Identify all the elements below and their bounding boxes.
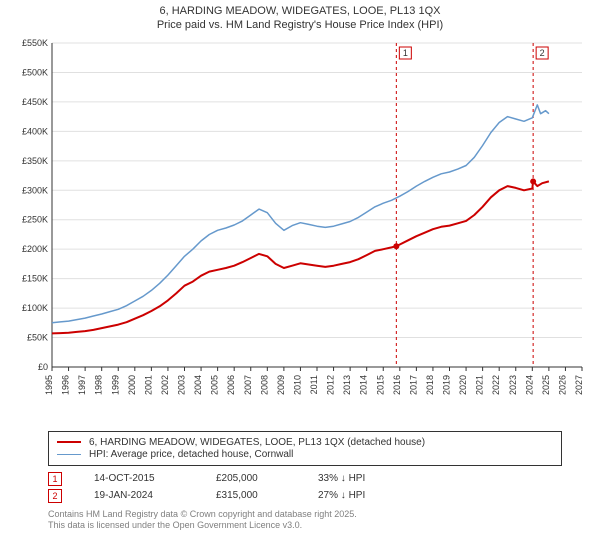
chart-svg: £0 £50K £100K £150K £200K £250K £300K £350K £400…	[8, 37, 592, 427]
svg-text:2025: 2025	[541, 375, 551, 395]
sale-row-1: 1 14-OCT-2015 £205,000 33% ↓ HPI	[48, 472, 562, 486]
svg-text:£100K: £100K	[22, 303, 48, 313]
svg-text:2026: 2026	[557, 375, 567, 395]
sale-price-1: £205,000	[216, 473, 286, 484]
svg-text:£50K: £50K	[27, 332, 48, 342]
sale-price-2: £315,000	[216, 490, 286, 501]
svg-text:2010: 2010	[292, 375, 302, 395]
svg-text:2004: 2004	[193, 375, 203, 395]
svg-text:2019: 2019	[442, 375, 452, 395]
legend-box: 6, HARDING MEADOW, WIDEGATES, LOOE, PL13…	[48, 431, 562, 466]
svg-text:2013: 2013	[342, 375, 352, 395]
chart-container: 6, HARDING MEADOW, WIDEGATES, LOOE, PL13…	[0, 0, 600, 560]
title-line-2: Price paid vs. HM Land Registry's House …	[8, 18, 592, 32]
sale-diff-2: 27% ↓ HPI	[318, 490, 408, 501]
svg-text:2000: 2000	[127, 375, 137, 395]
title-block: 6, HARDING MEADOW, WIDEGATES, LOOE, PL13…	[8, 4, 592, 33]
footer-line-2: This data is licensed under the Open Gov…	[48, 520, 562, 532]
svg-text:£300K: £300K	[22, 185, 48, 195]
svg-text:2027: 2027	[574, 375, 584, 395]
svg-text:2021: 2021	[475, 375, 485, 395]
legend-label-property: 6, HARDING MEADOW, WIDEGATES, LOOE, PL13…	[89, 437, 425, 448]
sales-table: 1 14-OCT-2015 £205,000 33% ↓ HPI 2 19-JA…	[48, 472, 562, 503]
sale-marker-1: 1	[48, 472, 62, 486]
svg-text:1999: 1999	[110, 375, 120, 395]
svg-text:2: 2	[540, 48, 545, 58]
svg-text:£150K: £150K	[22, 273, 48, 283]
svg-text:1: 1	[403, 48, 408, 58]
legend-row-property: 6, HARDING MEADOW, WIDEGATES, LOOE, PL13…	[57, 437, 553, 448]
sale-marker-2: 2	[48, 489, 62, 503]
svg-text:£0: £0	[38, 362, 48, 372]
svg-text:2022: 2022	[491, 375, 501, 395]
sale-date-2: 19-JAN-2024	[94, 490, 184, 501]
svg-text:2023: 2023	[508, 375, 518, 395]
svg-text:£350K: £350K	[22, 155, 48, 165]
footer: Contains HM Land Registry data © Crown c…	[48, 509, 562, 532]
sale-diff-1: 33% ↓ HPI	[318, 473, 408, 484]
legend-row-hpi: HPI: Average price, detached house, Corn…	[57, 449, 553, 460]
legend-label-hpi: HPI: Average price, detached house, Corn…	[89, 449, 293, 460]
chart-area: £0 £50K £100K £150K £200K £250K £300K £350K £400…	[8, 37, 592, 427]
svg-text:£450K: £450K	[22, 97, 48, 107]
svg-text:£200K: £200K	[22, 244, 48, 254]
svg-text:2015: 2015	[375, 375, 385, 395]
svg-text:£500K: £500K	[22, 67, 48, 77]
title-line-1: 6, HARDING MEADOW, WIDEGATES, LOOE, PL13…	[8, 4, 592, 18]
svg-text:£250K: £250K	[22, 214, 48, 224]
svg-text:2024: 2024	[524, 375, 534, 395]
svg-text:2002: 2002	[160, 375, 170, 395]
svg-text:2020: 2020	[458, 375, 468, 395]
svg-text:2011: 2011	[309, 375, 319, 394]
svg-text:2003: 2003	[177, 375, 187, 395]
svg-text:1995: 1995	[44, 375, 54, 395]
legend-swatch-hpi	[57, 454, 81, 455]
svg-text:2005: 2005	[210, 375, 220, 395]
svg-text:1996: 1996	[61, 375, 71, 395]
sale-date-1: 14-OCT-2015	[94, 473, 184, 484]
svg-text:2017: 2017	[408, 375, 418, 395]
svg-text:2008: 2008	[259, 375, 269, 395]
svg-text:1997: 1997	[77, 375, 87, 395]
svg-text:2018: 2018	[425, 375, 435, 395]
svg-text:2001: 2001	[143, 375, 153, 395]
sale-row-2: 2 19-JAN-2024 £315,000 27% ↓ HPI	[48, 489, 562, 503]
svg-text:1998: 1998	[94, 375, 104, 395]
svg-text:£400K: £400K	[22, 126, 48, 136]
svg-text:2016: 2016	[392, 375, 402, 395]
legend-swatch-property	[57, 441, 81, 443]
svg-text:£550K: £550K	[22, 38, 48, 48]
svg-text:2012: 2012	[326, 375, 336, 395]
svg-text:2007: 2007	[243, 375, 253, 395]
svg-text:2009: 2009	[276, 375, 286, 395]
svg-text:2006: 2006	[226, 375, 236, 395]
svg-text:2014: 2014	[359, 375, 369, 395]
footer-line-1: Contains HM Land Registry data © Crown c…	[48, 509, 562, 521]
